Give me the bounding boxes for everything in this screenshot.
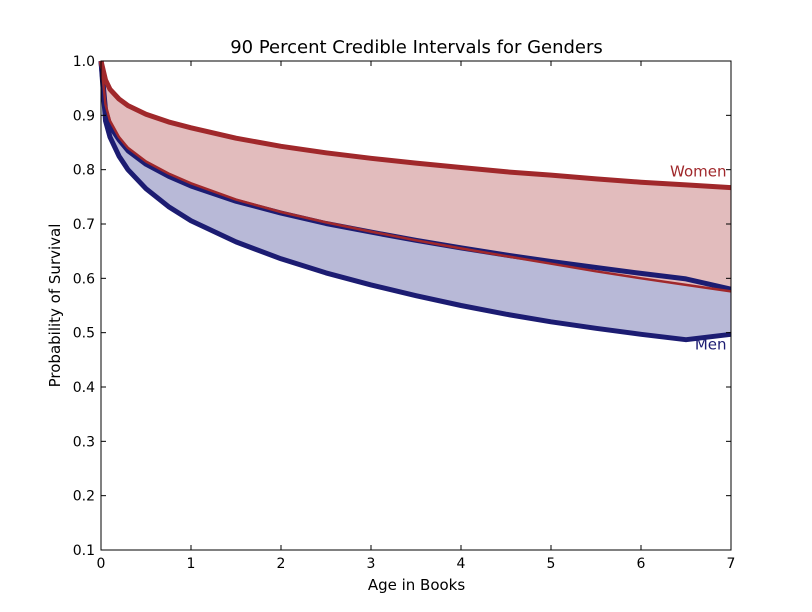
women-band xyxy=(101,61,731,292)
x-tick-label: 3 xyxy=(367,556,376,572)
y-tick-label: 0.5 xyxy=(73,326,95,342)
y-tick-label: 0.3 xyxy=(73,434,95,450)
y-axis-label: Probability of Survival xyxy=(46,224,64,388)
women-series-label: Women xyxy=(670,163,726,181)
plot-frame xyxy=(100,60,732,551)
y-tick-label: 0.7 xyxy=(73,217,95,233)
y-tick-label: 0.8 xyxy=(73,163,95,179)
women-lower-line xyxy=(99,60,732,293)
x-tick-label: 2 xyxy=(277,556,286,572)
plot-area xyxy=(98,60,732,343)
x-tick-label: 6 xyxy=(637,556,646,572)
y-tick-label: 0.9 xyxy=(73,108,95,124)
men-series-label: Men xyxy=(695,335,727,353)
y-tick-label: 1.0 xyxy=(73,54,95,70)
y-tick-label: 0.4 xyxy=(73,380,95,396)
axis-ticks: 0 1 2 3 4 5 6 7 0.1 0.2 0.3 0.4 0.5 0.6 0.7 0.8 0.9 1.0 xyxy=(73,54,736,572)
series-labels: Women Men xyxy=(670,163,726,354)
x-tick-label: 1 xyxy=(187,556,196,572)
x-tick-label: 4 xyxy=(457,556,466,572)
y-tick-label: 0.6 xyxy=(73,271,95,287)
chart-title: 90 Percent Credible Intervals for Gender… xyxy=(230,37,603,58)
x-tick-label: 5 xyxy=(547,556,556,572)
men-band xyxy=(101,61,731,340)
y-tick-label: 0.2 xyxy=(73,489,95,505)
men-lower-line xyxy=(98,60,732,343)
x-tick-label: 7 xyxy=(727,556,736,572)
x-axis-label: Age in Books xyxy=(368,576,466,594)
y-tick-label: 0.1 xyxy=(73,543,95,559)
x-tick-label: 0 xyxy=(97,556,106,572)
women-upper-line xyxy=(98,60,732,191)
